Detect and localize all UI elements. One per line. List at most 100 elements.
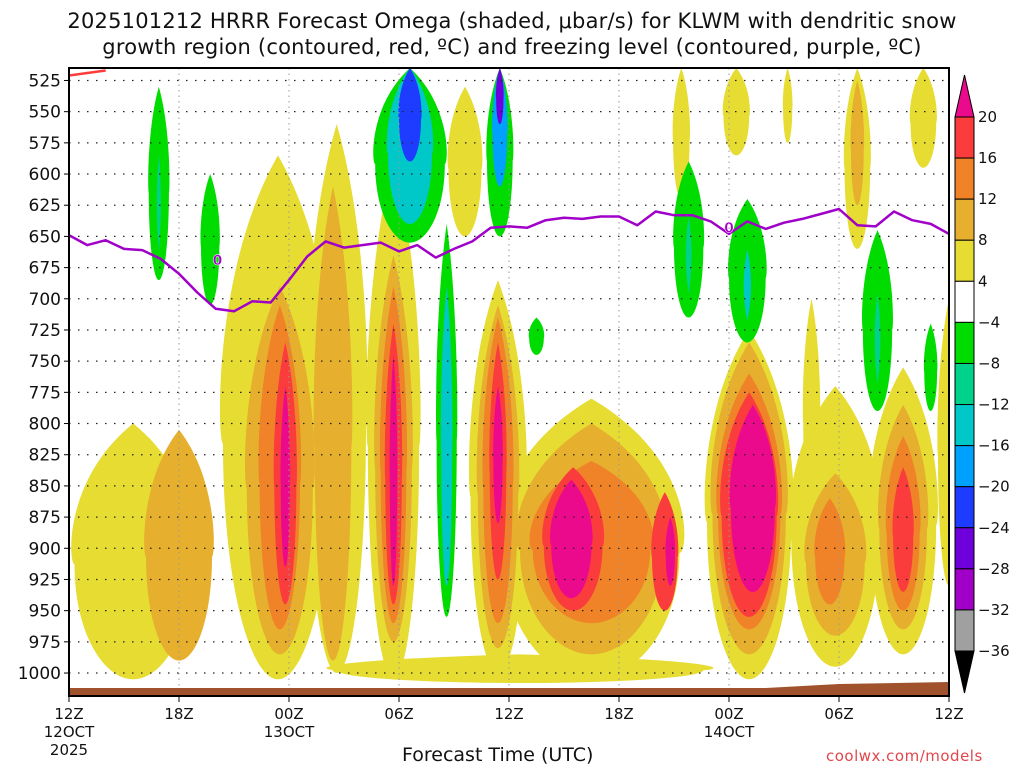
y-axis-ticks: 525 550 575 600 625 650 675 700 725 750 775 800 825 8… <box>18 71 69 684</box>
omega-region <box>447 86 483 237</box>
x-tick-date-label: 14OCT <box>704 723 755 741</box>
x-axis-label: Forecast Time (UTC) <box>402 744 594 766</box>
colorbar-bottom-arrow <box>954 650 975 694</box>
colorbar-label: −8 <box>978 354 1000 372</box>
colorbar-box <box>954 116 975 159</box>
omega-region <box>550 479 593 599</box>
omega-region <box>782 68 793 143</box>
colorbar-box <box>954 486 975 529</box>
y-tick-label: 825 <box>29 446 61 466</box>
y-tick-label: 600 <box>29 165 61 185</box>
y-tick-label: 575 <box>29 134 61 154</box>
colorbar-label: 4 <box>978 272 988 290</box>
omega-region <box>729 404 777 592</box>
x-tick-label: 12Z <box>934 705 963 723</box>
colorbar-top-arrow <box>954 74 975 118</box>
y-tick-label: 625 <box>29 196 61 216</box>
omega-region <box>313 186 353 661</box>
y-tick-label: 775 <box>29 383 61 403</box>
colorbar-box <box>954 445 975 488</box>
omega-region <box>802 298 821 524</box>
y-tick-label: 975 <box>29 633 61 653</box>
colorbar: 20 16 12 8 4 −4 −8 −12 −16 −20 −24 −28 −32 −36 <box>954 74 1010 694</box>
y-tick-label: 525 <box>29 71 61 91</box>
colorbar-box <box>954 280 975 323</box>
y-tick-label: 550 <box>29 103 61 123</box>
x-tick-label: 12Z <box>54 705 83 723</box>
colorbar-label: 16 <box>978 149 997 167</box>
omega-region <box>144 429 214 661</box>
x-tick-label: 18Z <box>604 705 633 723</box>
omega-region <box>389 354 398 586</box>
colorbar-label: −24 <box>978 519 1010 537</box>
colorbar-box <box>954 362 975 406</box>
freezing-level-contour <box>69 207 949 313</box>
colorbar-label: −28 <box>978 560 1010 578</box>
omega-region <box>495 68 504 125</box>
omega-region <box>937 298 949 586</box>
omega-region <box>923 323 938 412</box>
colorbar-label: 12 <box>978 190 997 208</box>
colorbar-box <box>954 404 975 447</box>
colorbar-label: 20 <box>978 108 997 126</box>
dendritic-growth-contour <box>69 69 106 77</box>
omega-region <box>672 68 691 199</box>
terrain-band <box>69 688 949 695</box>
omega-shading <box>71 68 949 684</box>
x-tick-label: 12Z <box>494 705 523 723</box>
y-tick-label: 950 <box>29 602 61 622</box>
colorbar-box <box>954 609 975 652</box>
x-tick-date-label: 13OCT <box>264 723 315 741</box>
colorbar-label: 8 <box>978 231 988 249</box>
colorbar-label: −4 <box>978 313 1000 331</box>
omega-core-region <box>685 216 692 295</box>
chart-title: 2025101212 HRRR Forecast Omega (shaded, … <box>0 8 1024 60</box>
omega-region <box>493 386 503 524</box>
y-tick-label: 800 <box>29 415 61 435</box>
x-tick-label: 00Z <box>714 705 743 723</box>
terrain-rise <box>765 682 949 688</box>
x-tick-label: 06Z <box>824 705 853 723</box>
omega-core-region <box>156 154 161 252</box>
contours: 00 <box>69 69 949 313</box>
x-tick-label: 00Z <box>274 705 303 723</box>
omega-region <box>814 498 846 605</box>
freezing-level-label: 0 <box>724 221 734 237</box>
omega-region <box>200 174 220 306</box>
y-tick-label: 725 <box>29 321 61 341</box>
y-tick-label: 650 <box>29 227 61 247</box>
chart-title-line-2: growth region (contoured, red, ºC) and f… <box>102 35 922 59</box>
omega-region <box>665 517 676 586</box>
omega-region <box>850 80 865 206</box>
x-tick-label: 18Z <box>164 705 193 723</box>
colorbar-box <box>954 527 975 570</box>
omega-region <box>440 286 453 586</box>
y-tick-label: 675 <box>29 259 61 279</box>
colorbar-label: −12 <box>978 396 1010 414</box>
source-credit: coolwx.com/models <box>826 747 983 765</box>
omega-region <box>280 386 291 567</box>
omega-region <box>892 467 914 592</box>
colorbar-label: −20 <box>978 478 1010 496</box>
colorbar-box <box>954 239 975 282</box>
colorbar-box <box>954 198 975 241</box>
terrain <box>69 682 949 695</box>
y-tick-label: 1000 <box>18 664 61 684</box>
omega-region <box>492 68 508 187</box>
colorbar-label: −16 <box>978 437 1010 455</box>
omega-region <box>528 317 545 355</box>
y-tick-label: 925 <box>29 570 61 590</box>
omega-region <box>326 654 714 684</box>
y-tick-label: 900 <box>29 539 61 559</box>
colorbar-box <box>954 321 975 364</box>
colorbar-label: −32 <box>978 601 1010 619</box>
x-tick-year-label: 2025 <box>50 741 88 759</box>
omega-core-region <box>743 249 751 321</box>
freezing-level-label: 0 <box>213 253 223 269</box>
y-tick-label: 750 <box>29 352 61 372</box>
y-tick-label: 875 <box>29 508 61 528</box>
chart-title-line-1: 2025101212 HRRR Forecast Omega (shaded, … <box>67 9 957 33</box>
colorbar-box <box>954 157 975 200</box>
